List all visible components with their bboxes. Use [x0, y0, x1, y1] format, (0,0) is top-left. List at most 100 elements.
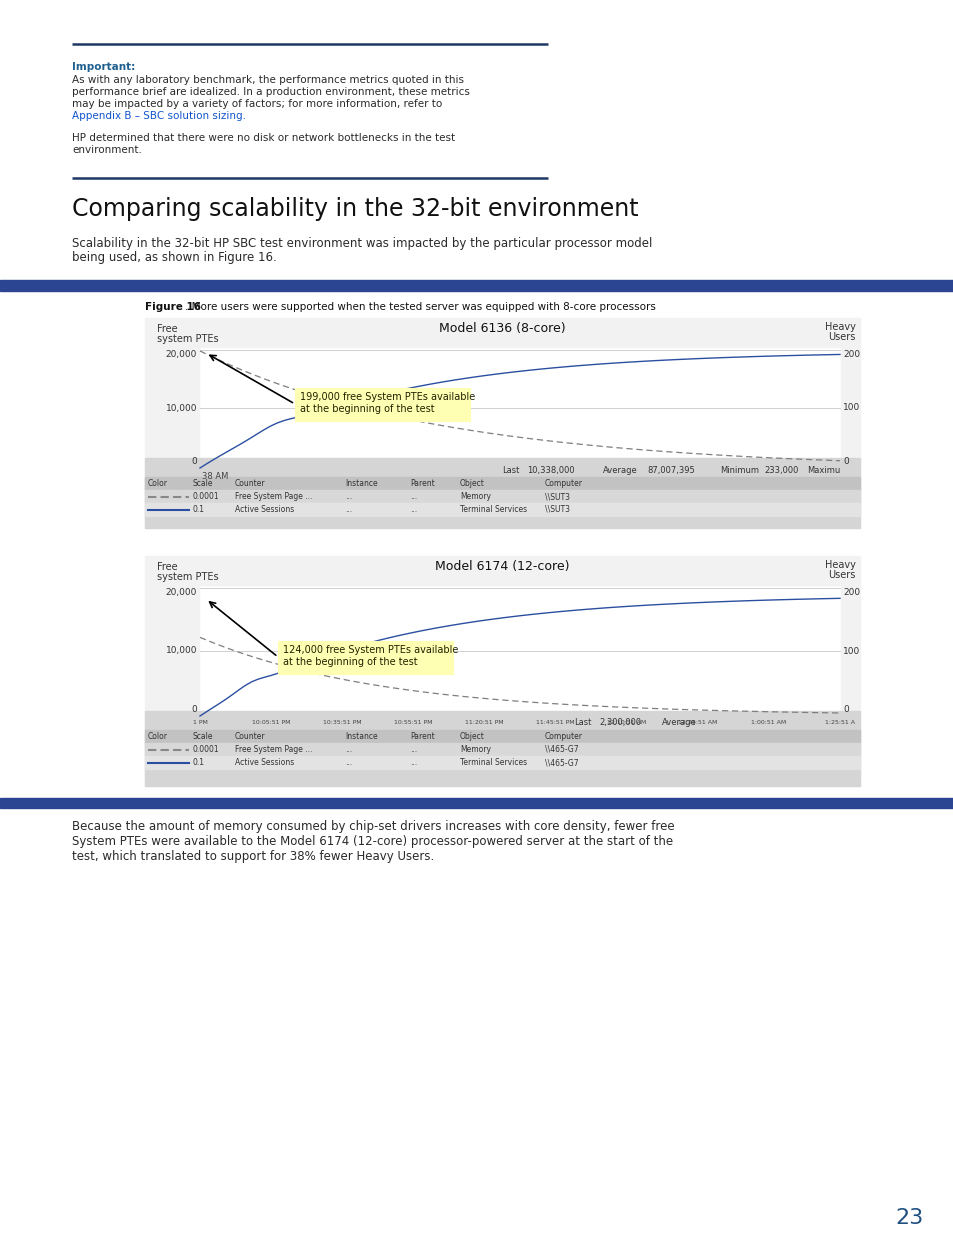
Text: ...: ...	[410, 505, 416, 514]
Bar	[200, 348, 840, 468]
Text: Users: Users	[828, 571, 855, 580]
Text: Maximu: Maximu	[806, 466, 840, 475]
Text: Minimum: Minimum	[720, 466, 759, 475]
Text: Scalability in the 32-bit HP SBC test environment was impacted by the particular: Scalability in the 32-bit HP SBC test en…	[71, 237, 652, 249]
Bar	[145, 503, 859, 516]
Bar	[145, 756, 859, 769]
Text: 199,000 free System PTEs available
at the beginning of the test: 199,000 free System PTEs available at th…	[299, 391, 475, 414]
Text: Average: Average	[661, 718, 696, 727]
Bar	[145, 730, 859, 743]
Text: 12:10:51 AM: 12:10:51 AM	[606, 720, 645, 725]
Text: ...: ...	[345, 758, 352, 767]
Text: 1:25:51 A: 1:25:51 A	[824, 720, 854, 725]
Text: 0.0001: 0.0001	[193, 745, 219, 755]
Text: ...: ...	[345, 505, 352, 514]
Text: Color: Color	[148, 732, 168, 741]
Text: 12:25:51 AM: 12:25:51 AM	[678, 720, 717, 725]
Text: 20,000: 20,000	[166, 350, 196, 359]
Text: 23: 23	[895, 1208, 923, 1228]
Text: ...: ...	[410, 492, 416, 501]
Text: Color: Color	[148, 479, 168, 488]
Bar	[145, 477, 859, 490]
Text: Object: Object	[459, 732, 484, 741]
Text: 200: 200	[842, 588, 860, 597]
Text: \\465-G7: \\465-G7	[544, 758, 578, 767]
Text: Parent: Parent	[410, 732, 435, 741]
Text: 2,300,000: 2,300,000	[598, 718, 640, 727]
Text: 38 AM: 38 AM	[202, 472, 228, 480]
Text: 20,000: 20,000	[166, 588, 196, 597]
Text: Scale: Scale	[193, 479, 213, 488]
Text: 87,007,395: 87,007,395	[647, 466, 695, 475]
Text: Heavy: Heavy	[824, 559, 855, 571]
Text: Comparing scalability in the 32-bit environment: Comparing scalability in the 32-bit envi…	[71, 198, 638, 221]
Text: 0: 0	[191, 705, 196, 714]
Text: As with any laboratory benchmark, the performance metrics quoted in this: As with any laboratory benchmark, the pe…	[71, 75, 463, 85]
Bar	[0, 798, 953, 808]
Text: 0.1: 0.1	[193, 505, 205, 514]
Text: Users: Users	[828, 332, 855, 342]
Text: Terminal Services: Terminal Services	[459, 505, 527, 514]
Text: 0.1: 0.1	[193, 758, 205, 767]
Text: Instance: Instance	[345, 479, 377, 488]
Text: 0: 0	[842, 457, 848, 466]
Text: 10,000: 10,000	[165, 646, 196, 656]
Bar	[145, 711, 859, 785]
Text: Figure 16: Figure 16	[145, 303, 201, 312]
Text: Free: Free	[157, 562, 177, 572]
Text: 1 PM: 1 PM	[193, 720, 207, 725]
Text: 10:05:51 PM: 10:05:51 PM	[252, 720, 290, 725]
Text: 200: 200	[842, 350, 860, 359]
Text: Important:: Important:	[71, 62, 135, 72]
Text: Average: Average	[602, 466, 637, 475]
Text: . More users were supported when the tested server was equipped with 8-core proc: . More users were supported when the tes…	[185, 303, 656, 312]
Bar	[277, 641, 453, 674]
Text: test, which translated to support for 38% fewer Heavy Users.: test, which translated to support for 38…	[71, 850, 434, 863]
Text: Heavy: Heavy	[824, 322, 855, 332]
Text: 233,000: 233,000	[763, 466, 798, 475]
Text: Scale: Scale	[193, 732, 213, 741]
Text: Instance: Instance	[345, 732, 377, 741]
Text: 100: 100	[842, 646, 860, 656]
Text: 10:55:51 PM: 10:55:51 PM	[394, 720, 432, 725]
Text: ...: ...	[410, 758, 416, 767]
Text: HP determined that there were no disk or network bottlenecks in the test: HP determined that there were no disk or…	[71, 133, 455, 143]
Text: \\465-G7: \\465-G7	[544, 745, 578, 755]
Text: Last: Last	[502, 466, 519, 475]
Text: 0: 0	[191, 457, 196, 466]
Text: 11:20:51 PM: 11:20:51 PM	[465, 720, 503, 725]
Text: 10,338,000: 10,338,000	[527, 466, 575, 475]
Text: 100: 100	[842, 404, 860, 412]
Text: ...: ...	[345, 745, 352, 755]
Text: Counter: Counter	[234, 479, 265, 488]
Bar	[145, 556, 859, 785]
Text: Counter: Counter	[234, 732, 265, 741]
Text: may be impacted by a variety of factors; for more information, refer to: may be impacted by a variety of factors;…	[71, 99, 442, 109]
Text: \\SUT3: \\SUT3	[544, 505, 569, 514]
Bar	[294, 388, 470, 421]
Text: 10,000: 10,000	[165, 404, 196, 412]
Text: Active Sessions: Active Sessions	[234, 758, 294, 767]
Text: System PTEs were available to the Model 6174 (12-core) processor-powered server : System PTEs were available to the Model …	[71, 835, 673, 848]
Text: Computer: Computer	[544, 732, 582, 741]
Text: 0.0001: 0.0001	[193, 492, 219, 501]
Bar	[0, 280, 953, 291]
Text: performance brief are idealized. In a production environment, these metrics: performance brief are idealized. In a pr…	[71, 86, 470, 98]
Text: Model 6174 (12-core): Model 6174 (12-core)	[435, 559, 569, 573]
Text: Last: Last	[574, 718, 591, 727]
Text: Parent: Parent	[410, 479, 435, 488]
Bar	[145, 458, 859, 529]
Text: 10:35:51 PM: 10:35:51 PM	[322, 720, 361, 725]
Text: 0: 0	[842, 705, 848, 714]
Bar	[145, 743, 859, 756]
Text: 11:45:51 PM: 11:45:51 PM	[536, 720, 575, 725]
Text: ...: ...	[345, 492, 352, 501]
Text: \\SUT3: \\SUT3	[544, 492, 569, 501]
Bar	[145, 317, 859, 529]
Text: Terminal Services: Terminal Services	[459, 758, 527, 767]
Text: ...: ...	[410, 745, 416, 755]
Text: Appendix B – SBC solution sizing.: Appendix B – SBC solution sizing.	[71, 111, 246, 121]
Text: Model 6136 (8-core): Model 6136 (8-core)	[438, 322, 565, 335]
Text: system PTEs: system PTEs	[157, 333, 218, 345]
Text: system PTEs: system PTEs	[157, 572, 218, 582]
